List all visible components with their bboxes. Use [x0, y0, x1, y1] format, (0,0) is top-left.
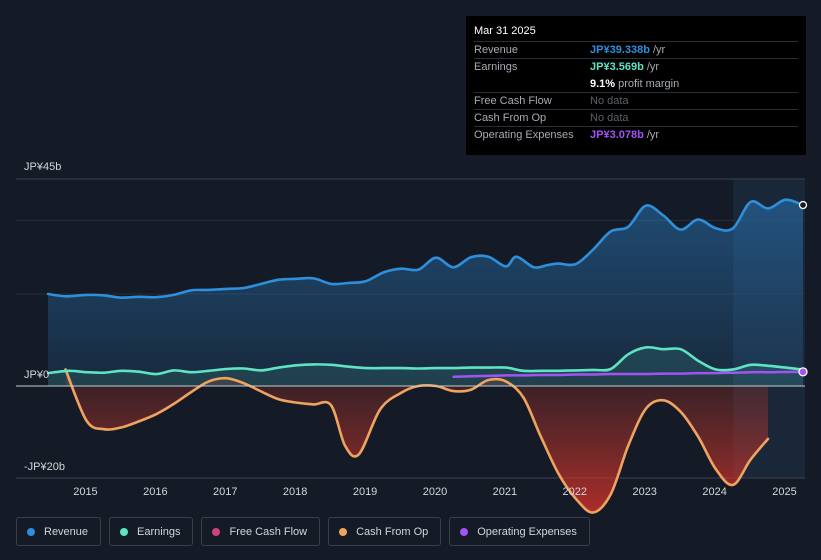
x-tick-label: 2017: [213, 486, 237, 498]
tooltip-unit: profit margin: [618, 78, 680, 90]
earnings-area: [48, 347, 803, 386]
revenue-area: [48, 199, 803, 386]
tooltip-label: Operating Expenses: [474, 129, 574, 141]
tooltip-unit: /yr: [652, 44, 666, 56]
y-tick-label: JP¥45b: [24, 161, 61, 173]
legend-label: Revenue: [44, 525, 89, 538]
legend-dot-icon: [27, 527, 35, 536]
tooltip-value: No data: [590, 112, 629, 124]
y-tick-label: JP¥0: [24, 369, 49, 381]
x-tick-label: 2016: [143, 486, 167, 498]
tooltip-label: Revenue: [474, 44, 519, 56]
tooltip-row-earnings: Earnings JP¥3.569b /yr: [474, 59, 798, 76]
tooltip-row-revenue: Revenue JP¥39.338b /yr: [474, 42, 798, 59]
legend-dot-icon: [460, 527, 469, 536]
revenue-line: [46, 198, 805, 300]
x-tick-label: 2024: [702, 486, 726, 498]
x-tick-label: 2020: [423, 486, 447, 498]
axis-labels: JP¥45b JP¥0 -JP¥20b 2015 2016 2017 2018 2019 202…: [24, 161, 797, 498]
x-tick-label: 2019: [353, 486, 377, 498]
tooltip-unit: /yr: [646, 61, 660, 73]
tooltip-label: Free Cash Flow: [474, 95, 552, 107]
y-tick-label: -JP¥20b: [24, 461, 65, 473]
tooltip-date: Mar 31 2025: [474, 24, 798, 42]
data-tooltip: Mar 31 2025 Revenue JP¥39.338b /yr Earni…: [466, 16, 806, 155]
legend-label: Free Cash Flow: [229, 525, 308, 538]
tooltip-value: JP¥3.569b: [590, 61, 644, 73]
x-tick-label: 2015: [73, 486, 97, 498]
x-tick-label: 2023: [632, 486, 656, 498]
tooltip-value: JP¥39.338b: [590, 44, 650, 56]
tooltip-unit: /yr: [646, 129, 660, 141]
x-tick-label: 2021: [493, 486, 517, 498]
x-tick-label: 2025: [772, 486, 796, 498]
opex-end-marker: [798, 367, 808, 377]
area-fills: [48, 199, 803, 513]
series-lines: [16, 198, 805, 514]
tooltip-label: Earnings: [474, 61, 518, 73]
legend-dot-icon: [120, 527, 129, 536]
end-markers: [798, 200, 808, 377]
tooltip-row-fcf: Free Cash Flow No data: [474, 93, 798, 110]
earnings-line: [46, 345, 805, 376]
legend-label: Operating Expenses: [477, 525, 577, 538]
tooltip-row-opex: Operating Expenses JP¥3.078b /yr: [474, 127, 798, 144]
tooltip-value: No data: [590, 95, 629, 107]
cash-from-op-area: [65, 369, 768, 513]
x-tick-label: 2018: [283, 486, 307, 498]
legend-earnings[interactable]: Earnings: [109, 517, 194, 546]
revenue-end-marker: [798, 200, 808, 210]
tooltip-value: JP¥3.078b: [590, 129, 644, 141]
legend-label: Earnings: [137, 525, 181, 538]
legend-cash-from-op[interactable]: Cash From Op: [328, 517, 442, 546]
chart-legend: Revenue Earnings Free Cash Flow Cash Fro…: [16, 517, 590, 546]
legend-operating-expenses[interactable]: Operating Expenses: [449, 517, 590, 546]
operating-expenses-line: [452, 370, 805, 379]
legend-dot-icon: [212, 527, 221, 536]
tooltip-label: Cash From Op: [474, 112, 547, 124]
legend-label: Cash From Op: [356, 525, 429, 538]
tooltip-row-cfo: Cash From Op No data: [474, 110, 798, 127]
legend-revenue[interactable]: Revenue: [16, 517, 102, 546]
tooltip-label: [474, 76, 590, 92]
legend-free-cash-flow[interactable]: Free Cash Flow: [201, 517, 321, 546]
legend-dot-icon: [339, 527, 348, 536]
x-tick-label: 2022: [563, 486, 587, 498]
tooltip-value: 9.1%: [590, 78, 616, 90]
tooltip-row-margin: 9.1% profit margin: [474, 76, 798, 93]
